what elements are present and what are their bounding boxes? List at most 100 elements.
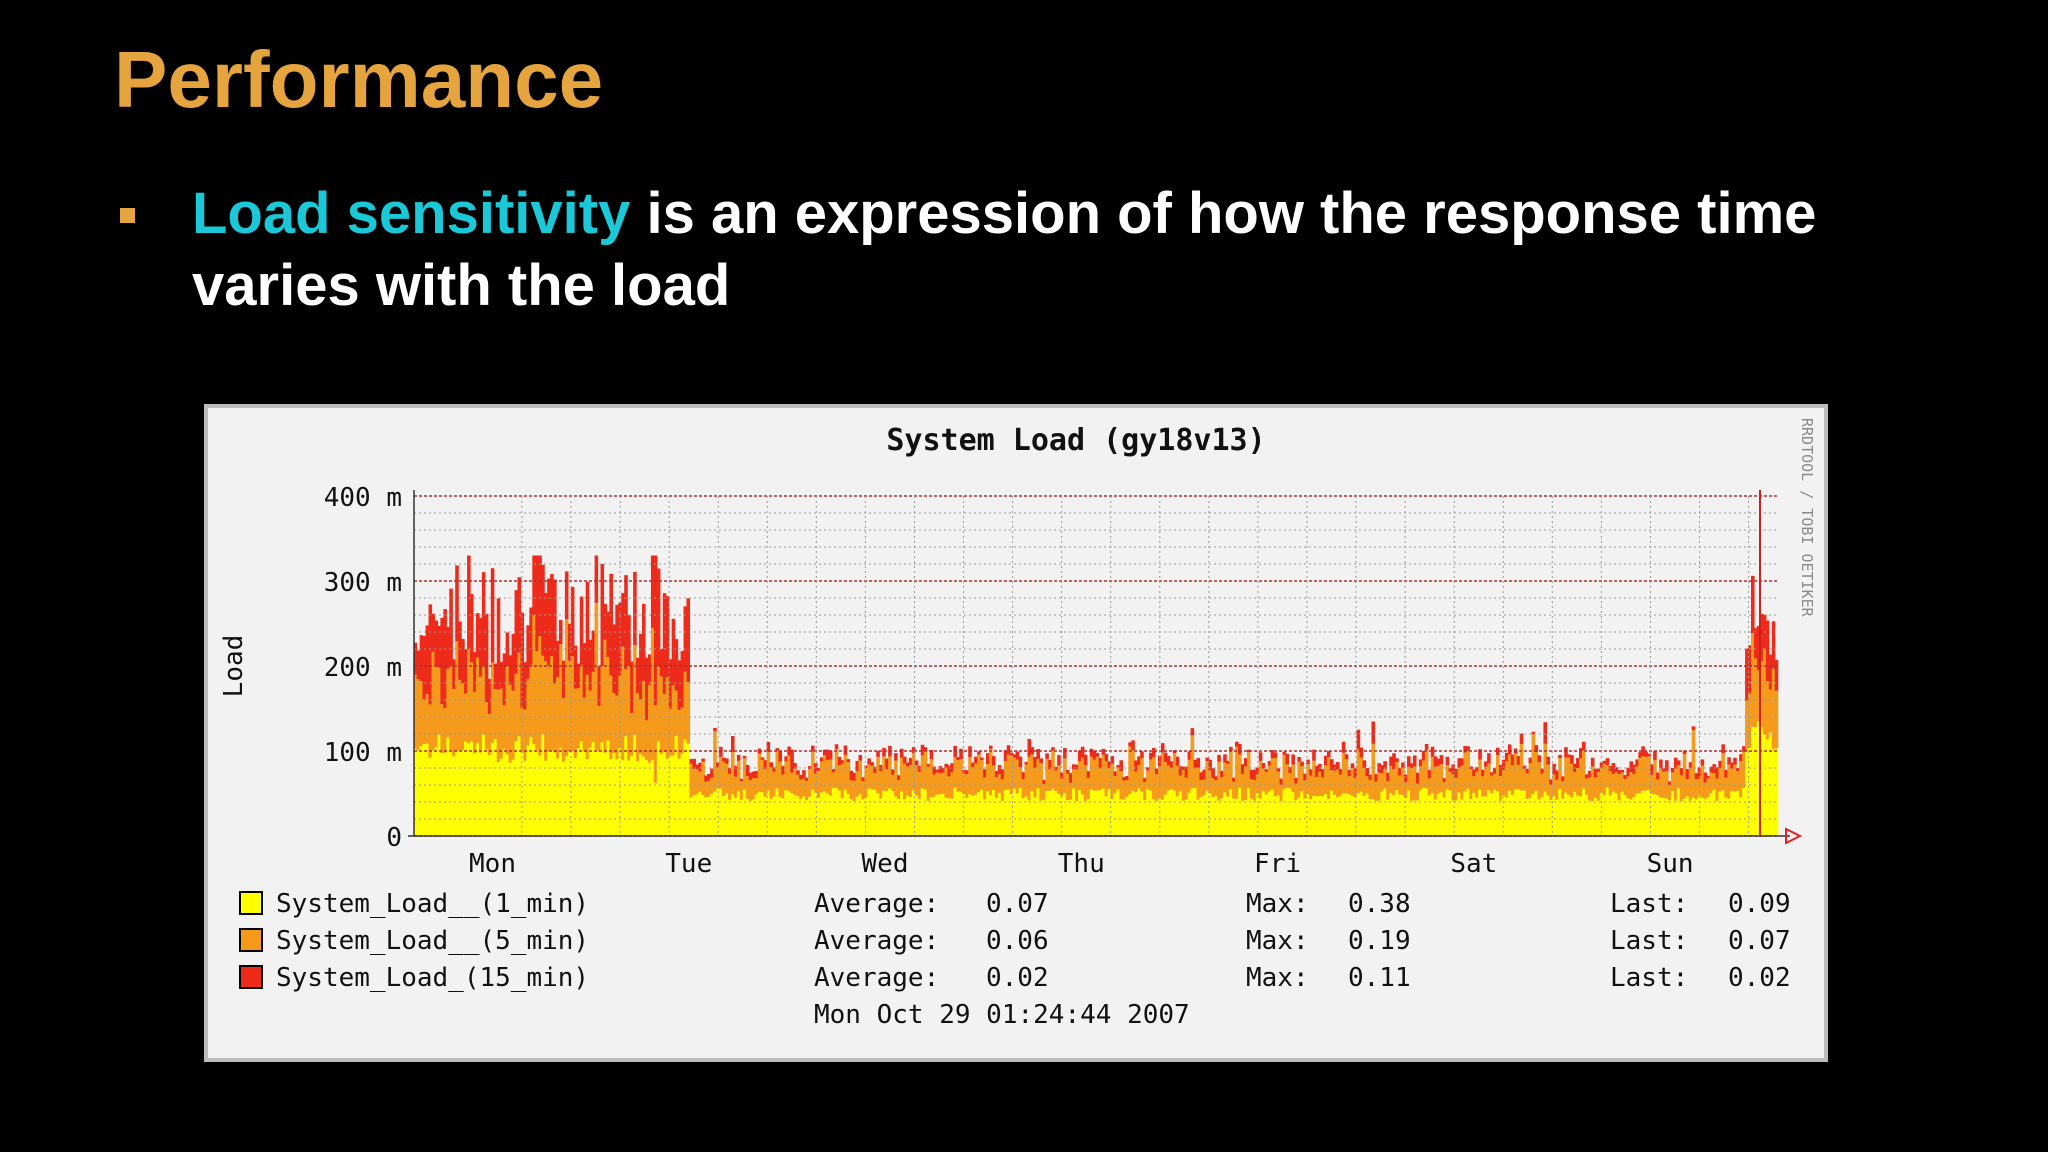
area-15min [704, 775, 708, 782]
area-5min [908, 764, 913, 798]
area-1min [1475, 797, 1479, 836]
area-5min [612, 692, 616, 754]
area-1min [825, 793, 830, 836]
area-15min [585, 581, 590, 675]
area-5min [1223, 762, 1227, 793]
area-5min [1125, 780, 1129, 797]
area-15min [1463, 745, 1467, 753]
area-1min [606, 740, 611, 836]
area-15min [1765, 620, 1770, 682]
area-15min [1587, 770, 1592, 778]
area-1min [594, 749, 599, 836]
area-1min [1255, 793, 1260, 836]
area-5min [733, 776, 738, 798]
area-15min [455, 565, 459, 642]
area-5min [965, 774, 969, 799]
area-5min [449, 664, 453, 752]
area-15min [831, 769, 836, 773]
area-5min [1252, 779, 1257, 801]
legend-average-value: 0.02 [986, 963, 1049, 993]
y-tick-label: 400 m [324, 483, 402, 513]
area-1min [867, 788, 871, 836]
area-1min [840, 798, 845, 836]
area-1min [1442, 797, 1447, 836]
area-5min [603, 639, 608, 753]
area-1min [1751, 726, 1755, 836]
area-1min [452, 756, 456, 836]
area-15min [1475, 767, 1479, 772]
area-15min [511, 633, 516, 691]
area-15min [487, 678, 492, 715]
legend-swatch [239, 928, 263, 952]
area-15min [440, 617, 444, 705]
area-5min [538, 635, 542, 756]
area-5min [1525, 773, 1530, 799]
area-5min [1261, 768, 1266, 792]
area-1min [772, 796, 777, 836]
area-1min [1454, 800, 1459, 836]
area-15min [1392, 753, 1396, 770]
area-5min [704, 781, 708, 798]
area-1min [615, 759, 619, 836]
area-5min [1641, 756, 1645, 791]
x-tick-label: Thu [1058, 849, 1105, 879]
area-5min [1670, 772, 1675, 791]
legend-series-name: System_Load__(1_min) [276, 889, 589, 919]
area-15min [1401, 762, 1405, 768]
area-15min [473, 651, 477, 692]
legend-max-value: 0.11 [1348, 963, 1411, 993]
area-1min [422, 744, 427, 836]
legend-average-value: 0.07 [986, 889, 1049, 919]
area-15min [1104, 754, 1109, 761]
legend-last-value: 0.09 [1728, 889, 1791, 919]
area-1min [591, 741, 596, 836]
area-15min [983, 769, 987, 778]
area-5min [591, 671, 596, 742]
area-1min [674, 735, 679, 836]
area-5min [1092, 759, 1097, 791]
area-15min [742, 755, 747, 759]
area-5min [446, 668, 450, 738]
area-1min [1694, 799, 1699, 836]
area-5min [790, 772, 794, 794]
area-15min [416, 650, 421, 680]
area-1min [816, 797, 821, 836]
area-15min [1561, 776, 1565, 782]
area-15min [1077, 750, 1082, 762]
area-15min [1163, 752, 1168, 763]
area-1min [642, 756, 646, 836]
area-5min [1401, 767, 1405, 796]
area-5min [1516, 764, 1521, 790]
area-1min [484, 749, 489, 836]
area-15min [837, 756, 842, 766]
area-5min [1341, 752, 1346, 794]
area-5min [1042, 783, 1046, 800]
area-5min [636, 693, 640, 762]
area-15min [1229, 746, 1233, 751]
area-5min [647, 684, 652, 763]
area-5min [1614, 772, 1619, 794]
y-tick-label: 0 [386, 823, 402, 853]
area-15min [505, 632, 510, 667]
area-5min [926, 766, 931, 801]
area-15min [852, 772, 857, 781]
area-15min [899, 748, 904, 758]
area-15min [544, 592, 548, 662]
area-5min [1211, 778, 1215, 798]
area-5min [1774, 690, 1779, 748]
area-15min [1430, 746, 1435, 757]
area-5min [730, 752, 735, 795]
area-5min [520, 708, 525, 753]
area-15min [879, 764, 883, 772]
area-1min [1036, 788, 1040, 836]
area-15min [1371, 721, 1376, 744]
legend-last-label: Last: [1610, 963, 1688, 993]
area-1min [1069, 799, 1073, 836]
area-15min [1039, 758, 1043, 763]
area-1min [1543, 791, 1548, 836]
area-5min [473, 691, 477, 754]
area-1min [805, 800, 809, 836]
area-5min [1282, 754, 1287, 790]
area-15min [692, 758, 696, 769]
area-1min [1641, 790, 1645, 836]
